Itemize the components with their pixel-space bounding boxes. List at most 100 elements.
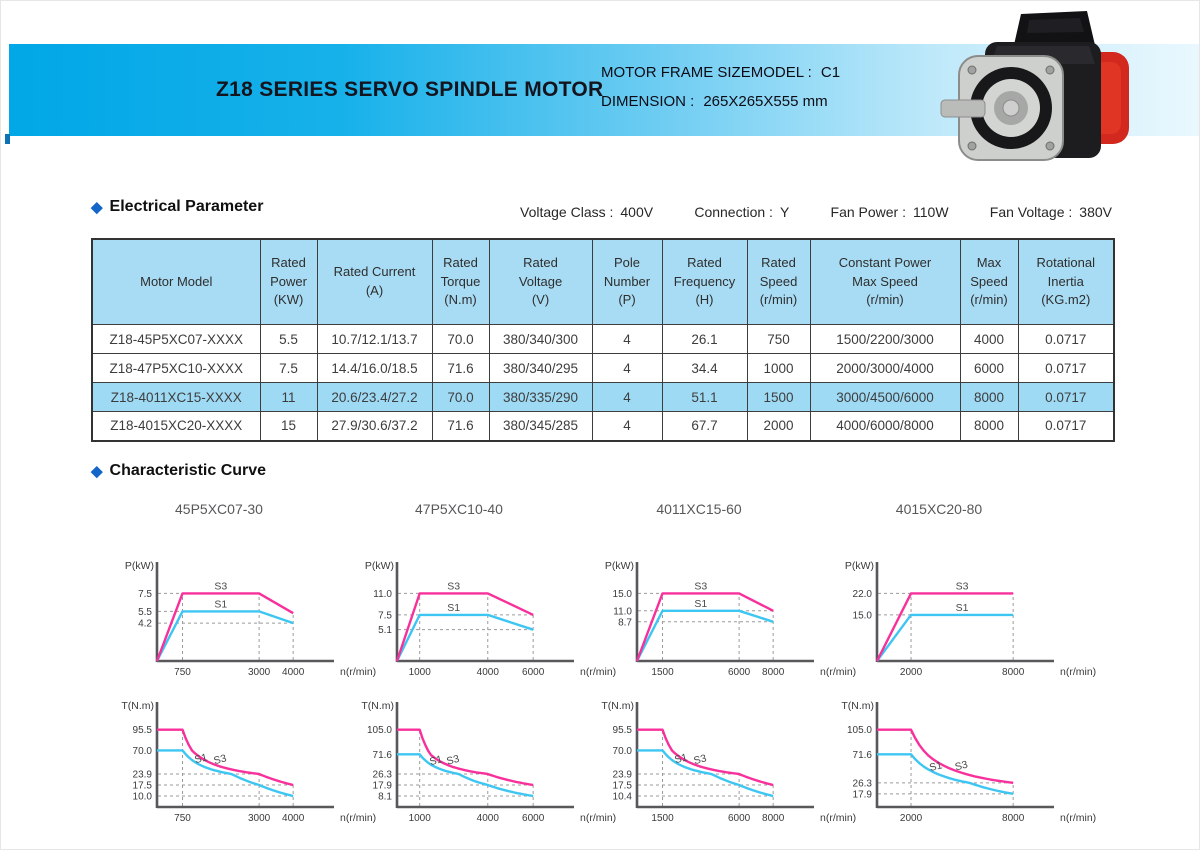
series-label-s1: S1 [193,751,209,766]
electrical-parameter-table: Motor Model Rated Power (KW) Rated Current… [91,238,1115,442]
x-tick-label: 8000 [1002,667,1025,678]
power-chart-45P5XC07-30: S3 S1 7.5 5.54.2 750 3000 4000 P(kW) n(r/min) [125,560,376,678]
y-axis-label: P(kW) [365,560,394,572]
table-cell: 20.6/23.4/27.2 [316,382,433,412]
meta-value: 380V [1079,204,1112,220]
series-label-s3: S3 [956,580,969,592]
table-cell: 380/340/295 [488,353,593,383]
x-tick-label: 6000 [728,667,751,678]
y-tick-label: 26.3 [373,770,393,781]
y-tick-label: 17.5 [613,781,633,792]
y-tick-label: 15.0 [853,610,873,621]
x-tick-label: 8000 [1002,813,1025,824]
x-tick-label: 750 [174,667,191,678]
y-tick-label: 23.9 [613,770,633,781]
meta-label: Fan Power : [830,204,906,220]
y-tick-label: 10.0 [133,792,153,803]
table-cell: 71.6 [431,411,490,441]
x-axis-label: n(r/min) [1060,666,1096,678]
series-label-s1: S1 [214,598,227,610]
dimension-label: DIMENSION : [601,93,695,110]
y-tick-label: 71.6 [373,750,393,761]
table-row: Z18-4011XC15-XXXX 11 20.6/23.4/27.2 70.0 380… [91,382,1115,412]
table-cell: 0.0717 [1017,324,1115,354]
motor-shaft [940,99,986,118]
table-cell: 1000 [746,353,811,383]
dimension-value: 265X265X555 mm [703,93,828,110]
x-tick-label: 4000 [282,667,305,678]
diamond-icon: ◆ [91,462,103,480]
curves-section-title: ◆ Characteristic Curve [91,462,266,480]
y-tick-label: 5.5 [138,607,152,618]
motor-bolt [1045,141,1055,151]
table-cell: 4 [591,382,663,412]
table-cell: 6000 [959,353,1019,383]
y-tick-label: 11.0 [613,606,632,617]
table-cell: 4 [591,353,663,383]
y-axis-label: T(N.m) [361,700,394,712]
motor-bolt [967,141,977,151]
column-header: Rated Current (A) [316,238,433,325]
y-tick-label: 22.0 [853,589,873,600]
column-header: Motor Model [91,238,261,325]
y-tick-label: 70.0 [133,746,153,757]
y-tick-label: 15.0 [613,589,633,600]
x-tick-label: 6000 [522,813,545,824]
table-cell: 7.5 [259,353,318,383]
table-cell: Z18-4015XC20-XXXX [91,411,261,441]
column-header: Rated Torque (N.m) [431,238,490,325]
series-label-s1: S1 [694,598,707,610]
curves-section-label: Characteristic Curve [109,462,267,479]
y-tick-label: 7.5 [138,589,152,600]
series-label-s3: S3 [692,752,708,767]
table-cell: Z18-4011XC15-XXXX [91,382,261,412]
frame-size-label: MOTOR FRAME SIZEMODEL : [601,64,812,81]
motor-bolt [967,65,977,75]
power-chart-4015XC20-80: S3 S1 22.0 15.0 2000 8000 P(kW) n(r/min) [845,560,1096,678]
table-cell: 70.0 [431,382,490,412]
y-axis-label: P(kW) [125,560,154,572]
table-cell: 0.0717 [1017,353,1115,383]
series-label-s3: S3 [214,580,227,592]
x-axis-label: n(r/min) [1060,812,1096,824]
series-label-s3: S3 [954,759,970,774]
y-axis-label: T(N.m) [121,700,154,712]
diamond-icon: ◆ [91,198,103,216]
column-header: Rated Power (KW) [259,238,318,325]
table-cell: 14.4/16.0/18.5 [316,353,433,383]
table-cell: 0.0717 [1017,411,1115,441]
series-label-s1: S1 [447,602,460,614]
x-tick-label: 1000 [409,813,432,824]
table-cell: 2000/3000/4000 [809,353,961,383]
motor-junction-box-lid [1027,18,1084,33]
column-header: Constant Power Max Speed (r/min) [809,238,961,325]
meta-value: 400V [620,204,654,220]
motor-shaft-end [1002,99,1020,117]
y-tick-label: 95.5 [613,725,633,736]
table-cell: 27.9/30.6/37.2 [316,411,433,441]
motor-bolt [1045,65,1055,75]
y-tick-label: 17.5 [133,781,153,792]
series-label-s3: S3 [694,580,707,592]
table-cell: 26.1 [661,324,748,354]
x-tick-label: 6000 [522,667,545,678]
table-cell: Z18-47P5XC10-XXXX [91,353,261,383]
series-label-s1: S1 [673,751,689,766]
table-cell: 380/345/285 [488,411,593,441]
y-tick-label: 70.0 [613,746,633,757]
column-header: Rotational Inertia (KG.m2) [1017,238,1115,325]
y-tick-label: 7.5 [378,610,392,621]
x-tick-label: 8000 [762,813,785,824]
table-cell: 70.0 [431,324,490,354]
column-header: Rated Voltage (V) [488,238,593,325]
table-cell: 4 [591,411,663,441]
y-tick-label: 10.4 [613,792,633,803]
meta-label: Connection : [694,204,773,220]
table-cell: 4 [591,324,663,354]
y-tick-label: 4.2 [138,619,152,630]
power-chart-4011XC15-60: S3 S1 15.0 11.08.7 1500 6000 8000 P(kW) n(r/min) [605,560,856,678]
chart-column-title: 47P5XC10-40 [415,501,503,517]
meta-item: Fan Power : 110W [831,204,949,220]
meta-item: Connection : Y [694,204,789,220]
